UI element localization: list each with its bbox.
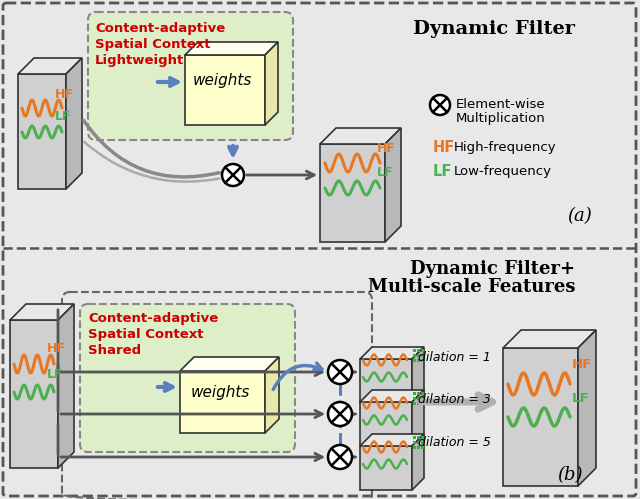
Circle shape	[222, 164, 244, 186]
Polygon shape	[18, 58, 82, 74]
Polygon shape	[10, 320, 58, 468]
Circle shape	[328, 445, 352, 469]
Text: Content-adaptive: Content-adaptive	[88, 312, 218, 325]
Bar	[417, 446, 420, 449]
Bar	[421, 446, 424, 449]
Bar	[413, 446, 416, 449]
Circle shape	[328, 360, 352, 384]
Bar	[413, 397, 416, 400]
Bar	[421, 349, 424, 352]
Bar	[417, 402, 420, 405]
Bar	[421, 397, 424, 400]
Polygon shape	[412, 390, 424, 446]
Polygon shape	[360, 390, 424, 402]
Text: HF: HF	[433, 141, 455, 156]
Polygon shape	[320, 144, 385, 242]
Text: Element-wise: Element-wise	[456, 98, 546, 111]
Bar	[421, 359, 424, 362]
Text: (a): (a)	[568, 207, 593, 225]
FancyArrowPatch shape	[273, 363, 322, 390]
Polygon shape	[265, 357, 279, 433]
Text: weights: weights	[190, 385, 250, 400]
Text: weights: weights	[192, 72, 252, 87]
Text: LF: LF	[47, 368, 63, 381]
Polygon shape	[10, 304, 74, 320]
Text: Multi-scale Features: Multi-scale Features	[367, 278, 575, 296]
Polygon shape	[185, 42, 278, 55]
Bar	[413, 354, 416, 357]
Text: LF: LF	[55, 110, 72, 123]
Polygon shape	[360, 446, 412, 490]
Text: Spatial Context: Spatial Context	[95, 38, 211, 51]
Polygon shape	[58, 304, 74, 468]
Text: Lightweight: Lightweight	[95, 54, 184, 67]
Polygon shape	[578, 330, 596, 486]
Bar	[417, 436, 420, 439]
Bar	[413, 359, 416, 362]
Polygon shape	[385, 128, 401, 242]
Bar	[417, 359, 420, 362]
Polygon shape	[360, 359, 412, 403]
Bar	[417, 397, 420, 400]
Bar	[413, 392, 416, 395]
Text: HF: HF	[55, 88, 74, 101]
Bar	[421, 441, 424, 444]
Bar	[417, 441, 420, 444]
Polygon shape	[360, 402, 412, 446]
Polygon shape	[66, 58, 82, 189]
Text: LF: LF	[572, 392, 589, 405]
Polygon shape	[185, 55, 265, 125]
Text: Dynamic Filter: Dynamic Filter	[413, 20, 575, 38]
FancyArrowPatch shape	[84, 142, 220, 182]
Bar	[413, 436, 416, 439]
Text: HF: HF	[47, 342, 66, 355]
Text: Spatial Context: Spatial Context	[88, 328, 204, 341]
Text: Dynamic Filter+: Dynamic Filter+	[410, 260, 575, 278]
Text: dilation = 5: dilation = 5	[418, 436, 491, 449]
Circle shape	[430, 95, 450, 115]
Polygon shape	[360, 347, 424, 359]
Circle shape	[328, 402, 352, 426]
Text: dilation = 3: dilation = 3	[418, 393, 491, 406]
FancyBboxPatch shape	[88, 12, 293, 140]
Bar	[413, 402, 416, 405]
Polygon shape	[503, 330, 596, 348]
Polygon shape	[412, 434, 424, 490]
Polygon shape	[180, 371, 265, 433]
Polygon shape	[360, 434, 424, 446]
Bar	[421, 436, 424, 439]
Polygon shape	[320, 128, 401, 144]
Text: Low-frequency: Low-frequency	[454, 166, 552, 179]
Polygon shape	[503, 348, 578, 486]
Text: Shared: Shared	[88, 344, 141, 357]
Text: LF: LF	[377, 166, 394, 179]
Polygon shape	[265, 42, 278, 125]
Text: Content-adaptive: Content-adaptive	[95, 22, 225, 35]
Bar	[421, 402, 424, 405]
Bar	[421, 354, 424, 357]
Text: (b): (b)	[557, 466, 583, 484]
Text: Multiplication: Multiplication	[456, 112, 546, 125]
Text: dilation = 1: dilation = 1	[418, 351, 491, 364]
Polygon shape	[412, 347, 424, 403]
FancyBboxPatch shape	[80, 304, 295, 452]
FancyArrowPatch shape	[84, 120, 220, 177]
Bar	[417, 392, 420, 395]
Text: HF: HF	[572, 358, 592, 371]
Bar	[413, 349, 416, 352]
Polygon shape	[18, 74, 66, 189]
Text: HF: HF	[377, 142, 396, 155]
Text: LF: LF	[433, 165, 452, 180]
Bar	[417, 354, 420, 357]
Bar	[413, 441, 416, 444]
Text: High-frequency: High-frequency	[454, 142, 557, 155]
Bar	[421, 392, 424, 395]
Polygon shape	[180, 357, 279, 371]
Bar	[417, 349, 420, 352]
